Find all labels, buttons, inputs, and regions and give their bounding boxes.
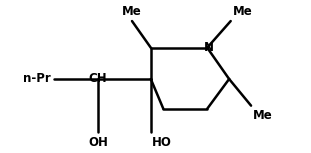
Text: Me: Me [253,109,272,122]
Text: OH: OH [88,136,108,149]
Text: HO: HO [152,136,172,149]
Text: N: N [204,41,214,54]
Text: n-Pr: n-Pr [23,72,51,85]
Text: Me: Me [122,5,142,18]
Text: Me: Me [233,5,253,18]
Text: CH: CH [89,72,108,85]
